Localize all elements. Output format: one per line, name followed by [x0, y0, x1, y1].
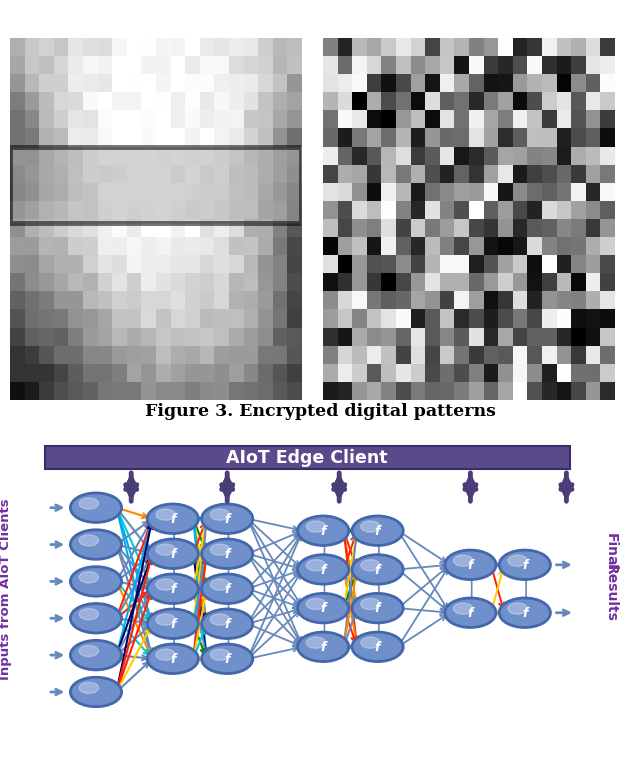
- Text: f: f: [375, 564, 380, 577]
- Text: f: f: [170, 653, 175, 666]
- Text: f: f: [170, 618, 175, 631]
- Circle shape: [307, 598, 326, 610]
- Circle shape: [79, 682, 99, 693]
- Circle shape: [70, 530, 122, 559]
- Circle shape: [70, 677, 122, 706]
- Circle shape: [499, 550, 550, 580]
- Circle shape: [70, 493, 122, 523]
- Circle shape: [361, 637, 380, 648]
- Text: f: f: [468, 559, 473, 572]
- Circle shape: [147, 539, 198, 568]
- Text: f: f: [468, 607, 473, 620]
- Circle shape: [361, 598, 380, 610]
- Circle shape: [147, 609, 198, 639]
- Circle shape: [211, 649, 230, 660]
- Circle shape: [147, 644, 198, 674]
- Circle shape: [298, 594, 349, 623]
- Circle shape: [70, 640, 122, 670]
- Text: Inputs from AIoT Clients: Inputs from AIoT Clients: [0, 498, 12, 680]
- Circle shape: [70, 604, 122, 633]
- Text: f: f: [321, 641, 326, 654]
- Circle shape: [211, 509, 230, 520]
- Circle shape: [361, 559, 380, 571]
- Text: f: f: [321, 564, 326, 577]
- Text: f: f: [225, 583, 230, 596]
- Text: f: f: [225, 618, 230, 631]
- Bar: [10, 147, 301, 223]
- Circle shape: [499, 598, 550, 627]
- FancyBboxPatch shape: [45, 446, 570, 469]
- Text: f: f: [375, 641, 380, 654]
- Circle shape: [156, 579, 175, 591]
- Circle shape: [307, 559, 326, 571]
- Circle shape: [298, 555, 349, 584]
- Circle shape: [298, 516, 349, 546]
- Circle shape: [79, 572, 99, 583]
- Text: f: f: [321, 602, 326, 616]
- Circle shape: [307, 521, 326, 532]
- Circle shape: [147, 504, 198, 533]
- Circle shape: [445, 598, 496, 627]
- Circle shape: [147, 574, 198, 604]
- Circle shape: [307, 637, 326, 648]
- Circle shape: [156, 544, 175, 555]
- Text: Final: Final: [604, 533, 618, 571]
- Text: f: f: [375, 602, 380, 616]
- Circle shape: [156, 649, 175, 660]
- Circle shape: [508, 555, 527, 566]
- Circle shape: [156, 509, 175, 520]
- Text: f: f: [522, 607, 527, 620]
- Circle shape: [156, 614, 175, 626]
- Circle shape: [454, 603, 473, 614]
- Circle shape: [352, 594, 403, 623]
- Circle shape: [361, 521, 380, 532]
- Circle shape: [79, 498, 99, 509]
- Circle shape: [79, 609, 99, 620]
- Text: f: f: [225, 548, 230, 561]
- Circle shape: [211, 614, 230, 626]
- Circle shape: [202, 539, 253, 568]
- Text: f: f: [170, 548, 175, 561]
- Circle shape: [298, 632, 349, 661]
- Text: f: f: [225, 513, 230, 526]
- Circle shape: [79, 645, 99, 657]
- Text: f: f: [170, 583, 175, 596]
- Circle shape: [454, 555, 473, 566]
- Text: f: f: [321, 525, 326, 538]
- Text: Figure 3. Encrypted digital patterns: Figure 3. Encrypted digital patterns: [145, 403, 495, 420]
- Text: f: f: [225, 653, 230, 666]
- Circle shape: [202, 574, 253, 604]
- Text: f: f: [170, 513, 175, 526]
- Text: f: f: [522, 559, 527, 572]
- Text: AIoT Edge Client: AIoT Edge Client: [227, 449, 388, 466]
- Circle shape: [211, 579, 230, 591]
- Circle shape: [202, 644, 253, 674]
- Circle shape: [70, 567, 122, 596]
- Circle shape: [508, 603, 527, 614]
- Circle shape: [352, 555, 403, 584]
- Text: f: f: [375, 525, 380, 538]
- Text: Results: Results: [604, 564, 618, 621]
- Circle shape: [352, 516, 403, 546]
- Circle shape: [445, 550, 496, 580]
- Circle shape: [352, 632, 403, 661]
- Circle shape: [211, 544, 230, 555]
- Circle shape: [79, 535, 99, 546]
- Circle shape: [202, 504, 253, 533]
- Circle shape: [202, 609, 253, 639]
